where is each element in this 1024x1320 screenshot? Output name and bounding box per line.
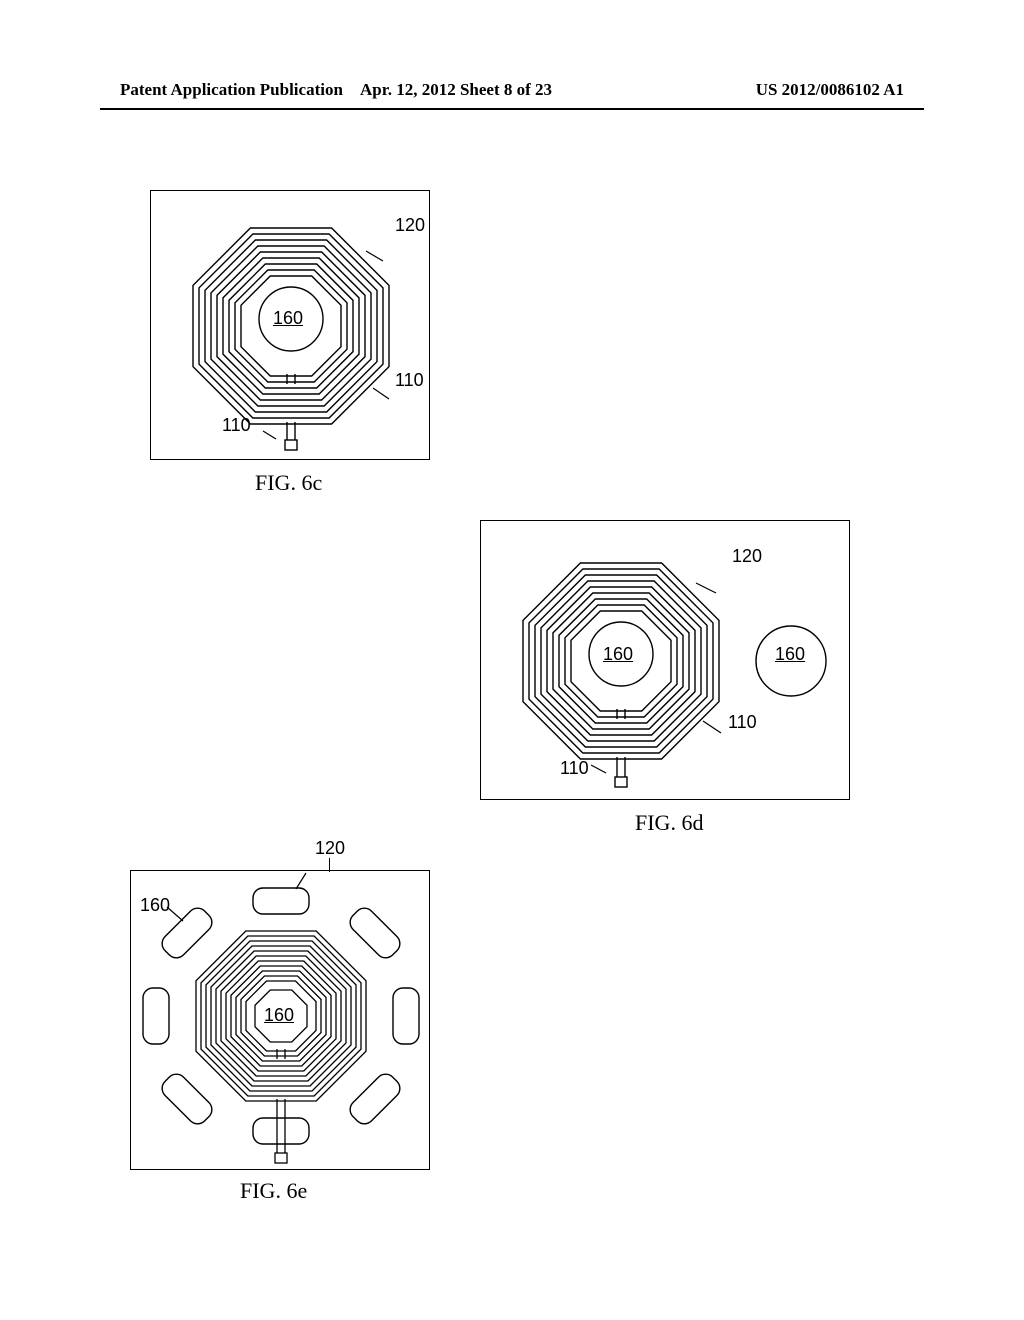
- satellite-shape: [346, 904, 404, 962]
- ref-120-6e: 120: [315, 838, 345, 859]
- ref-160-6c: 160: [273, 308, 303, 329]
- ref-110-6d-right: 110: [728, 712, 757, 733]
- satellite-shape: [253, 1118, 309, 1144]
- ref-110-6c-right: 110: [395, 370, 424, 391]
- satellite-shape: [253, 888, 309, 914]
- figure-6c-caption: FIG. 6c: [255, 470, 322, 496]
- header-center: Apr. 12, 2012 Sheet 8 of 23: [360, 80, 552, 100]
- satellite-shape: [143, 988, 169, 1044]
- figure-6e-caption: FIG. 6e: [240, 1178, 307, 1204]
- header-rule: [100, 108, 924, 110]
- header-right: US 2012/0086102 A1: [756, 80, 904, 100]
- ref-110-6d-bottom: 110: [560, 758, 589, 779]
- satellite-shape: [158, 1070, 216, 1128]
- lead-line: [329, 858, 330, 872]
- satellite-shape: [393, 988, 419, 1044]
- ref-160-6e-center: 160: [264, 1005, 294, 1026]
- ref-120-6c: 120: [395, 215, 425, 236]
- satellite-shape: [346, 1070, 404, 1128]
- ref-110-6c-bottom: 110: [222, 415, 251, 436]
- ref-160-6d-right: 160: [775, 644, 805, 665]
- header-left: Patent Application Publication: [120, 80, 343, 100]
- figure-6d-caption: FIG. 6d: [635, 810, 703, 836]
- page-header: Patent Application Publication Apr. 12, …: [0, 80, 1024, 110]
- ref-160-6d-center: 160: [603, 644, 633, 665]
- ref-120-6d: 120: [732, 546, 762, 567]
- ref-160-6e-tl: 160: [140, 895, 170, 916]
